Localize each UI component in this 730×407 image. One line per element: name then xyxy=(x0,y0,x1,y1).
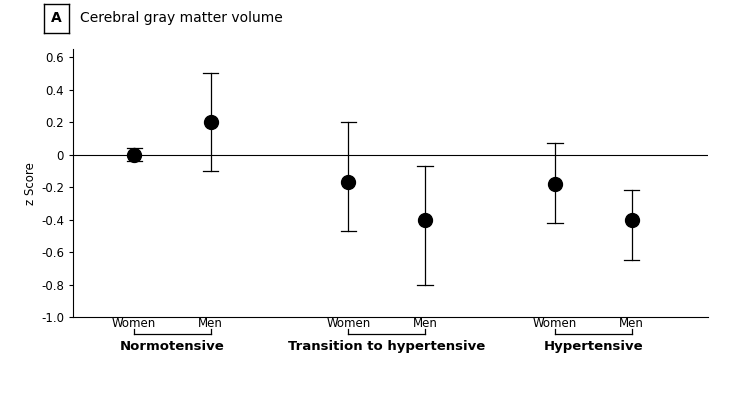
Text: Women: Women xyxy=(112,317,156,330)
Text: Normotensive: Normotensive xyxy=(120,340,225,353)
Text: A: A xyxy=(51,11,62,25)
Y-axis label: z Score: z Score xyxy=(24,162,36,205)
Text: Men: Men xyxy=(412,317,437,330)
Text: Cerebral gray matter volume: Cerebral gray matter volume xyxy=(80,11,283,25)
Text: Men: Men xyxy=(199,317,223,330)
Text: Hypertensive: Hypertensive xyxy=(544,340,643,353)
Text: Men: Men xyxy=(619,317,644,330)
Text: Women: Women xyxy=(326,317,371,330)
Text: Women: Women xyxy=(533,317,577,330)
Text: Transition to hypertensive: Transition to hypertensive xyxy=(288,340,485,353)
